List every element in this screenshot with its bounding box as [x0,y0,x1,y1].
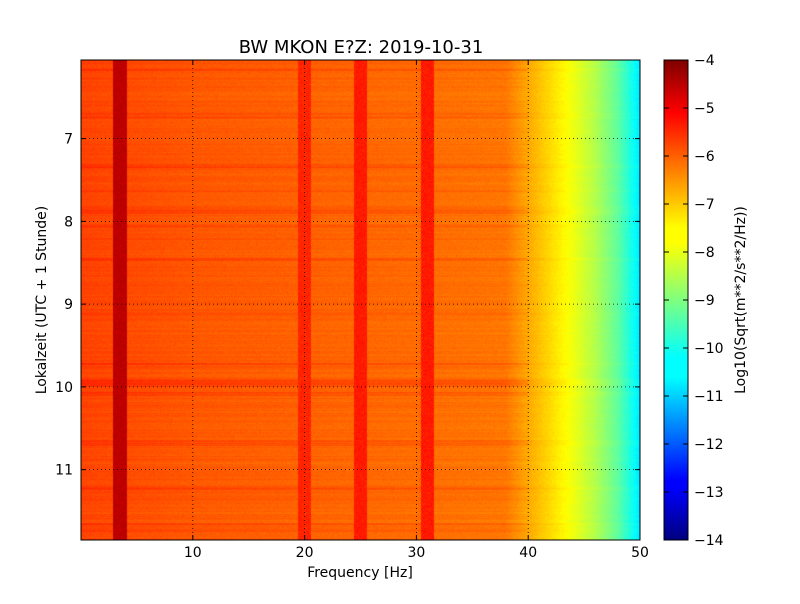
y-tick-label: 10 [55,380,73,396]
colorbar-label: Log10(Sqrt(m**2/s**2/Hz)) [733,206,749,394]
y-tick-label: 9 [64,297,73,313]
colorbar-tick-label: −11 [694,389,724,405]
x-tick-label: 40 [519,545,537,561]
x-tick-label: 10 [184,545,202,561]
x-tick-label: 20 [296,545,314,561]
y-tick-label: 8 [64,214,73,230]
chart-title: BW MKON E?Z: 2019-10-31 [239,37,484,58]
x-axis-label: Frequency [Hz] [307,565,413,581]
plot-frame [80,59,641,541]
colorbar-tick-label: −4 [694,53,715,69]
colorbar-tick-label: −10 [694,341,724,357]
colorbar-tick-label: −7 [694,197,715,213]
spectrogram-image [81,60,640,540]
x-tick-label: 30 [407,545,425,561]
colorbar-tick-label: −12 [694,437,724,453]
colorbar-tick-label: −6 [694,149,715,165]
y-tick-label: 11 [55,463,73,479]
x-tick-label: 50 [631,545,649,561]
spectrogram-heatmap [81,60,640,540]
y-tick-label: 7 [64,132,73,148]
x-axis-ticks: 10 20 30 40 50 [184,60,649,561]
y-axis-ticks: 7 8 9 10 11 [55,132,640,479]
colorbar-tick-label: −13 [694,485,724,501]
colorbar-tick-label: −9 [694,293,715,309]
grid-lines [81,60,640,540]
colorbar-tick-label: −8 [694,245,715,261]
y-axis-label: Lokalzeit (UTC + 1 Stunde) [34,206,50,395]
colorbar-tick-label: −14 [694,533,724,549]
colorbar-tick-label: −5 [694,101,715,117]
colorbar-ticks: −4 −5 −6 −7 −8 −9 −10 −11 −12 −13 −14 [664,53,724,549]
